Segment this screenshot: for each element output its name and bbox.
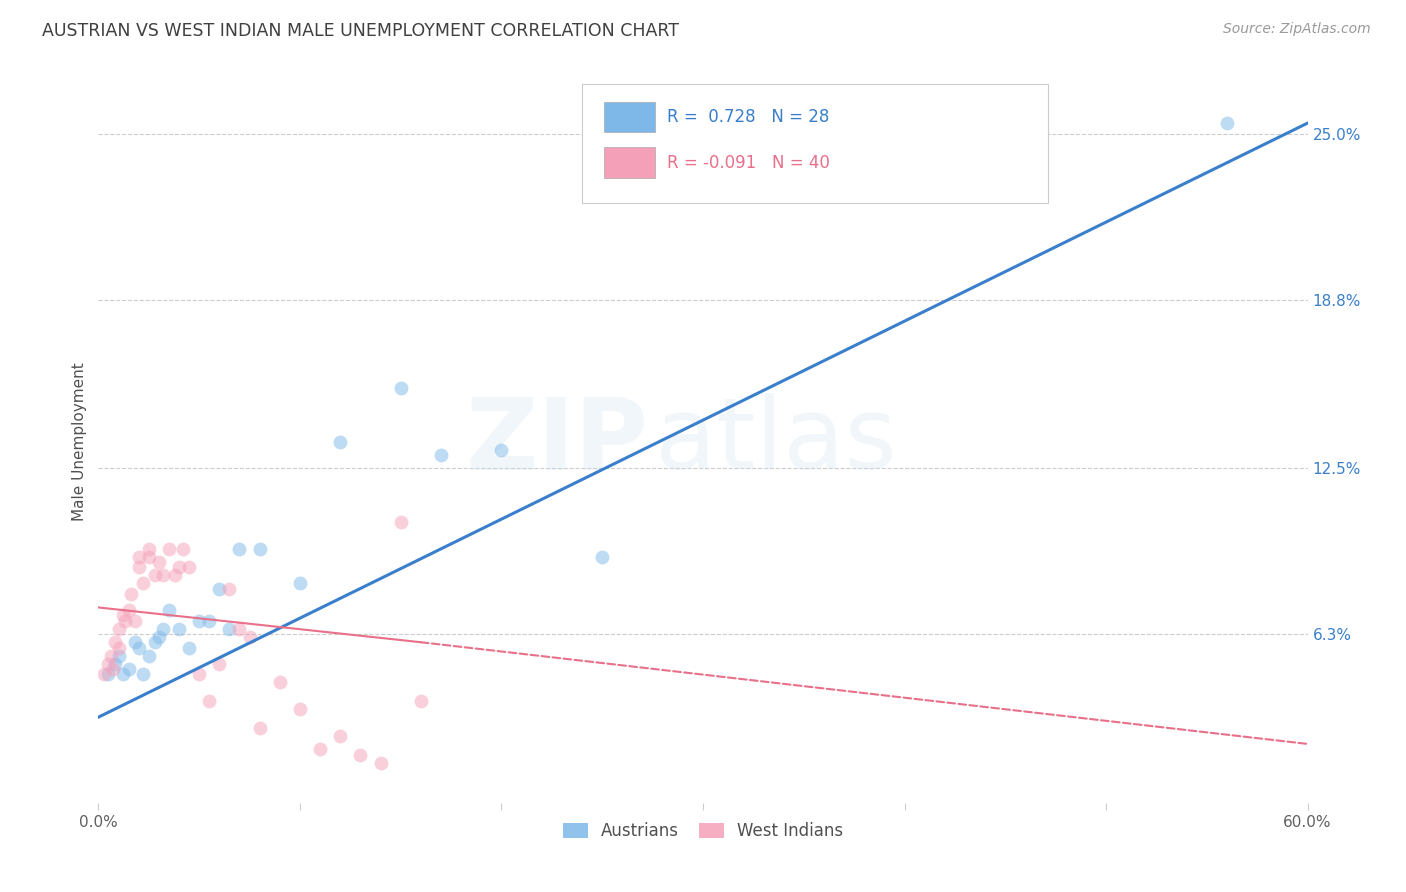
Point <box>118 603 141 617</box>
Point <box>111 608 134 623</box>
Point <box>188 667 211 681</box>
Point <box>269 675 291 690</box>
Point <box>389 381 412 395</box>
Point <box>152 622 174 636</box>
Point <box>179 640 201 655</box>
Point <box>349 747 371 762</box>
Point <box>103 635 125 649</box>
Point <box>218 582 240 596</box>
Point <box>430 448 453 462</box>
Point <box>409 694 432 708</box>
Point <box>124 614 146 628</box>
Point <box>172 541 194 556</box>
Point <box>157 541 180 556</box>
Point <box>118 662 141 676</box>
FancyBboxPatch shape <box>603 147 655 178</box>
Legend: Austrians, West Indians: Austrians, West Indians <box>554 814 852 848</box>
Point <box>188 614 211 628</box>
Point <box>101 662 124 676</box>
Text: atlas: atlas <box>655 393 896 490</box>
Point <box>124 635 146 649</box>
Point <box>198 614 221 628</box>
Point <box>111 667 134 681</box>
Point <box>389 515 412 529</box>
Point <box>208 657 231 671</box>
Point <box>370 756 392 770</box>
FancyBboxPatch shape <box>582 84 1047 203</box>
Text: AUSTRIAN VS WEST INDIAN MALE UNEMPLOYMENT CORRELATION CHART: AUSTRIAN VS WEST INDIAN MALE UNEMPLOYMEN… <box>42 22 679 40</box>
Point <box>491 442 513 457</box>
Point <box>198 694 221 708</box>
Point <box>208 582 231 596</box>
Point <box>138 549 160 564</box>
Text: Source: ZipAtlas.com: Source: ZipAtlas.com <box>1223 22 1371 37</box>
Point <box>167 560 190 574</box>
Text: ZIP: ZIP <box>465 393 648 490</box>
Point <box>288 576 311 591</box>
Point <box>228 622 250 636</box>
Point <box>309 742 332 756</box>
Point <box>107 622 129 636</box>
Point <box>128 560 150 574</box>
Point <box>97 657 120 671</box>
Point <box>114 614 136 628</box>
Point <box>143 635 166 649</box>
FancyBboxPatch shape <box>603 102 655 132</box>
Text: R = -0.091   N = 40: R = -0.091 N = 40 <box>666 153 830 171</box>
Point <box>239 630 262 644</box>
Y-axis label: Male Unemployment: Male Unemployment <box>72 362 87 521</box>
Point <box>329 729 352 743</box>
Point <box>148 555 170 569</box>
Point <box>228 541 250 556</box>
Point <box>93 667 115 681</box>
Point <box>167 622 190 636</box>
Point <box>120 587 142 601</box>
Point <box>148 630 170 644</box>
Point <box>132 667 155 681</box>
Point <box>138 541 160 556</box>
Point <box>143 568 166 582</box>
Point <box>163 568 186 582</box>
Point <box>97 667 120 681</box>
Point <box>249 541 271 556</box>
Point <box>128 549 150 564</box>
Point <box>107 648 129 663</box>
Point <box>132 576 155 591</box>
Point <box>1216 116 1239 130</box>
Point <box>107 640 129 655</box>
Point <box>152 568 174 582</box>
Point <box>249 721 271 735</box>
Point <box>100 648 122 663</box>
Point <box>138 648 160 663</box>
Point <box>329 434 352 449</box>
Point <box>179 560 201 574</box>
Point <box>591 549 613 564</box>
Point <box>218 622 240 636</box>
Point <box>103 657 125 671</box>
Point <box>128 640 150 655</box>
Point <box>157 603 180 617</box>
Point <box>288 702 311 716</box>
Text: R =  0.728   N = 28: R = 0.728 N = 28 <box>666 108 830 126</box>
